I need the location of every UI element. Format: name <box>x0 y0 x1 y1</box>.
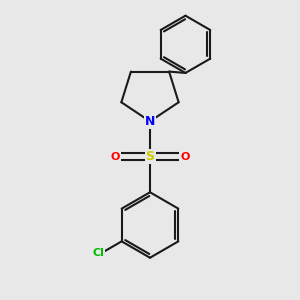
Text: O: O <box>110 152 120 162</box>
Text: Cl: Cl <box>92 248 104 258</box>
Text: O: O <box>180 152 190 162</box>
Text: N: N <box>145 115 155 128</box>
Text: S: S <box>146 150 154 163</box>
